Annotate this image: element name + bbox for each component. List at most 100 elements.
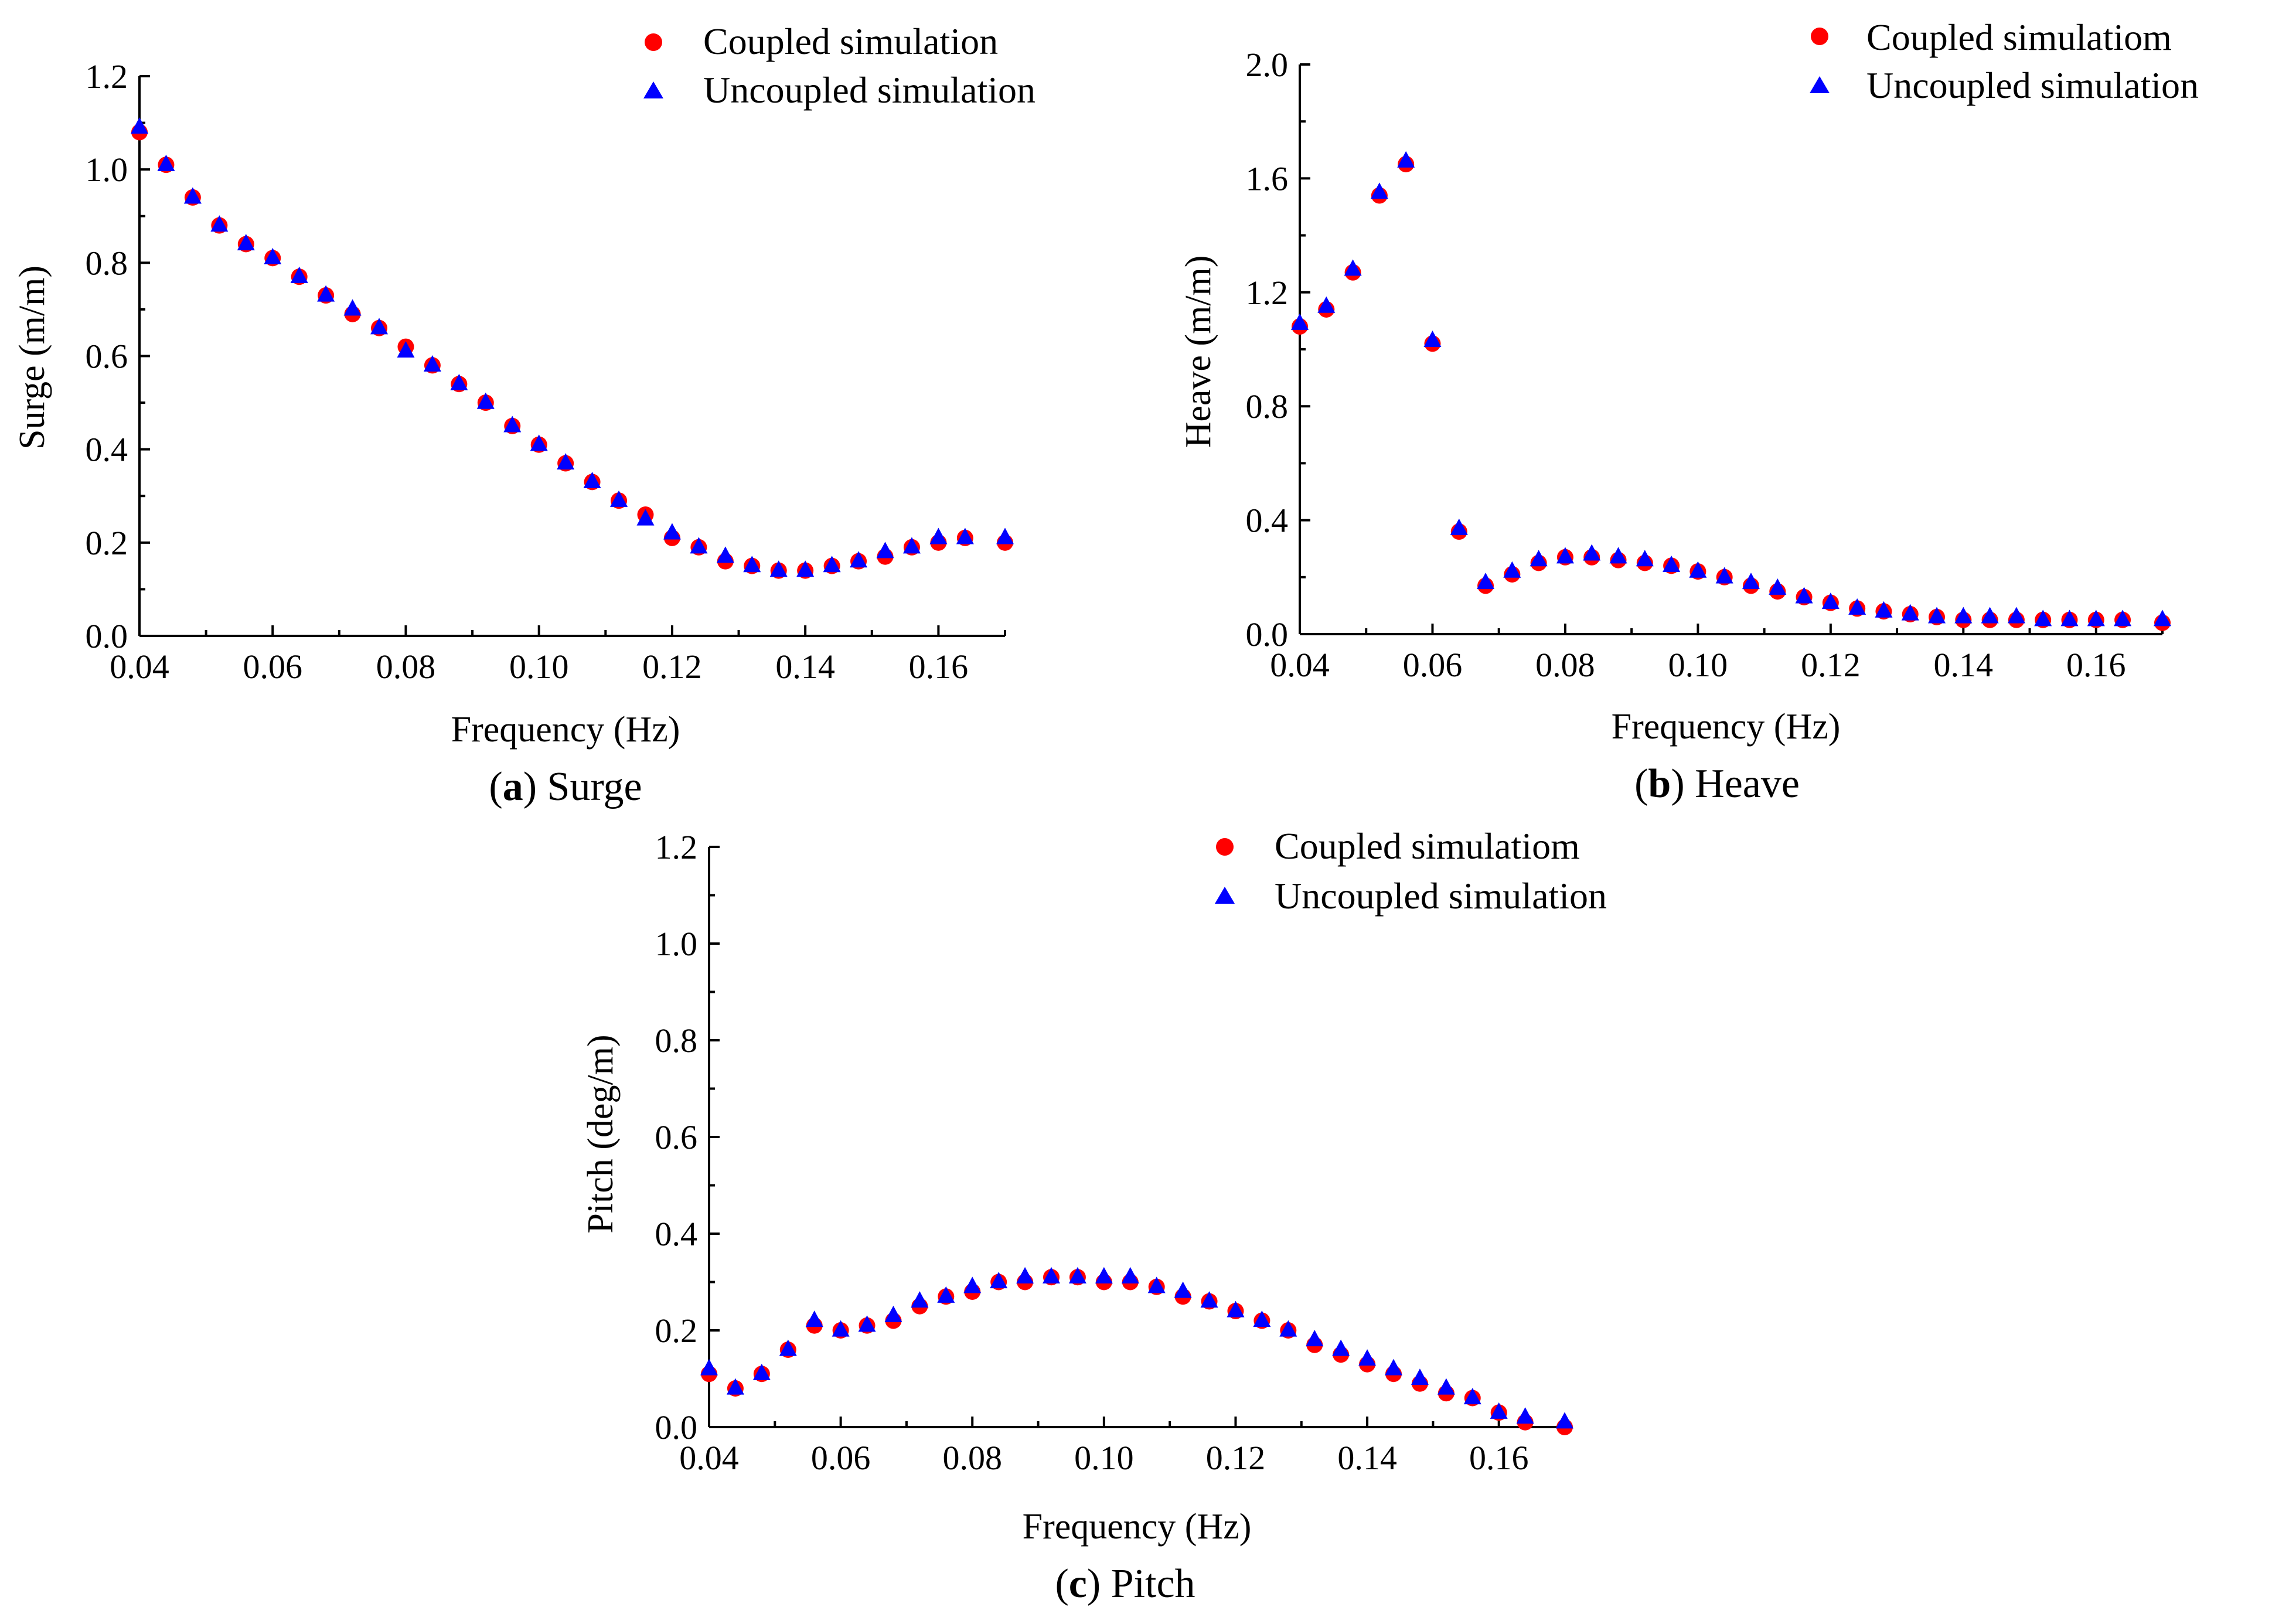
pitch-y-tick-label: 0.0 — [655, 1408, 698, 1446]
pitch-x-tick-label: 0.10 — [1074, 1439, 1134, 1477]
surge-uncoupled-point — [530, 434, 548, 451]
pitch-legend-marker-coupled — [1216, 838, 1234, 856]
heave-uncoupled-point — [1530, 550, 1548, 567]
heave-plot-area: 0.0 0.4 0.8 1.2 1.6 2.0 0.04 0.06 0.08 0.10 0.12 0.… — [1246, 46, 2171, 684]
pitch-uncoupled-point — [1174, 1281, 1192, 1298]
pitch-legend-label-uncoupled: Uncoupled simulation — [1275, 875, 1607, 917]
surge-uncoupled-point — [183, 187, 202, 204]
surge-legend-label-uncoupled: Uncoupled simulation — [703, 69, 1035, 111]
pitch-uncoupled-point — [1121, 1266, 1139, 1283]
heave-uncoupled-point — [1397, 151, 1415, 168]
pitch-caption: (c) Pitch — [1055, 1561, 1195, 1606]
surge-uncoupled-point — [823, 556, 841, 573]
pitch-uncoupled-point — [1147, 1276, 1166, 1293]
surge-uncoupled-point — [956, 527, 974, 544]
pitch-y-tick-label: 0.8 — [655, 1022, 698, 1060]
pitch-uncoupled-point — [752, 1363, 771, 1380]
pitch-uncoupled-point — [1227, 1300, 1245, 1317]
surge-legend-marker-coupled — [645, 33, 662, 51]
surge-uncoupled-point — [929, 527, 948, 544]
surge-x-tick-label: 0.04 — [110, 648, 169, 686]
surge-y-tick-label: 1.2 — [86, 57, 128, 96]
heave-legend-label-coupled: Coupled simulatiom — [1866, 16, 2172, 58]
heave-uncoupled-point — [1663, 556, 1681, 572]
surge-x-tick-label: 0.16 — [909, 648, 969, 686]
heave-uncoupled-point — [1981, 607, 1999, 624]
pitch-uncoupled-point — [1516, 1407, 1534, 1424]
pitch-uncoupled-point — [726, 1378, 744, 1395]
heave-uncoupled-point — [1317, 296, 1336, 313]
surge-y-tick-label: 0.0 — [86, 617, 128, 655]
surge-uncoupled-point — [290, 266, 308, 283]
heave-y-tick-label: 0.4 — [1246, 502, 1289, 540]
surge-uncoupled-point — [690, 537, 708, 554]
pitch-uncoupled-point — [858, 1315, 876, 1332]
surge-uncoupled-point — [610, 490, 628, 507]
heave-uncoupled-point — [1715, 567, 1733, 584]
heave-uncoupled-point — [1477, 573, 1495, 590]
pitch-uncoupled-point — [937, 1286, 955, 1303]
pitch-x-tick-label: 0.16 — [1469, 1439, 1529, 1477]
surge-uncoupled-point — [343, 299, 362, 316]
pitch-uncoupled-point — [1016, 1266, 1034, 1283]
surge-uncoupled-point — [264, 248, 282, 265]
pitch-uncoupled-point — [990, 1272, 1008, 1289]
pitch-uncoupled-point — [911, 1291, 929, 1308]
heave-y-axis-title: Heave (m/m) — [1178, 256, 1218, 448]
heave-uncoupled-point — [2114, 610, 2132, 627]
surge-uncoupled-point — [317, 285, 335, 302]
heave-x-tick-label: 0.08 — [1535, 646, 1595, 684]
heave-x-tick-label: 0.10 — [1668, 646, 1728, 684]
heave-uncoupled-point — [1742, 573, 1760, 590]
surge-uncoupled-point — [476, 392, 495, 409]
surge-y-tick-label: 0.4 — [86, 431, 128, 469]
pitch-uncoupled-point — [1279, 1320, 1297, 1337]
heave-uncoupled-point — [1954, 607, 1973, 624]
pitch-uncoupled-point — [1437, 1378, 1455, 1395]
heave-caption: (b) Heave — [1634, 761, 1800, 806]
surge-uncoupled-point — [663, 523, 681, 540]
heave-x-tick-label: 0.14 — [1934, 646, 1994, 684]
heave-uncoupled-point — [1689, 561, 1707, 578]
heave-uncoupled-point — [2007, 607, 2025, 624]
pitch-uncoupled-point — [805, 1310, 823, 1327]
surge-uncoupled-point — [503, 416, 522, 433]
surge-x-tick-label: 0.06 — [243, 648, 302, 686]
pitch-uncoupled-point — [1463, 1388, 1481, 1405]
pitch-uncoupled-point — [832, 1320, 850, 1337]
heave-uncoupled-point — [2034, 610, 2052, 627]
surge-uncoupled-point — [583, 472, 601, 489]
pitch-plot-area: 0.0 0.2 0.4 0.6 0.8 1.0 1.2 0.04 0.06 0.08 0.10 0.1… — [655, 828, 1573, 1477]
heave-y-tick-label: 2.0 — [1246, 46, 1289, 84]
pitch-y-tick-label: 0.4 — [655, 1215, 698, 1253]
surge-plot-area: 0.0 0.2 0.4 0.6 0.8 1.0 1.2 0.04 0.06 0.08 0.10 0.1… — [86, 57, 1014, 686]
surge-legend-marker-uncoupled — [643, 81, 663, 98]
surge-uncoupled-point — [397, 341, 415, 358]
surge-uncoupled-point — [370, 318, 389, 335]
heave-uncoupled-point — [1556, 547, 1574, 564]
heave-uncoupled-point — [1901, 604, 1919, 621]
surge-y-tick-label: 0.2 — [86, 524, 128, 562]
pitch-x-tick-label: 0.06 — [811, 1439, 871, 1477]
pitch-uncoupled-point — [1490, 1402, 1508, 1419]
heave-uncoupled-point — [1636, 550, 1654, 567]
heave-uncoupled-point — [1795, 587, 1813, 604]
heave-uncoupled-point — [1370, 182, 1388, 199]
surge-x-tick-label: 0.14 — [775, 648, 835, 686]
surge-uncoupled-point — [423, 355, 441, 372]
heave-uncoupled-point — [1821, 593, 1840, 610]
pitch-legend: Coupled simulatiom Uncoupled simulation — [1215, 825, 1607, 917]
pitch-legend-label-coupled: Coupled simulatiom — [1275, 825, 1580, 867]
heave-x-tick-label: 0.06 — [1403, 646, 1463, 684]
surge-uncoupled-point — [996, 527, 1014, 544]
panel-heave: 0.0 0.4 0.8 1.2 1.6 2.0 0.04 0.06 0.08 0.10 0.12 0.… — [1178, 16, 2199, 806]
surge-uncoupled-point — [716, 546, 734, 563]
heave-uncoupled-point — [1423, 331, 1442, 348]
pitch-uncoupled-point — [1200, 1291, 1218, 1308]
heave-x-tick-label: 0.16 — [2066, 646, 2126, 684]
pitch-x-tick-label: 0.04 — [679, 1439, 739, 1477]
surge-y-tick-label: 1.0 — [86, 151, 128, 189]
pitch-y-tick-label: 1.0 — [655, 925, 698, 963]
pitch-uncoupled-point — [1358, 1349, 1377, 1366]
